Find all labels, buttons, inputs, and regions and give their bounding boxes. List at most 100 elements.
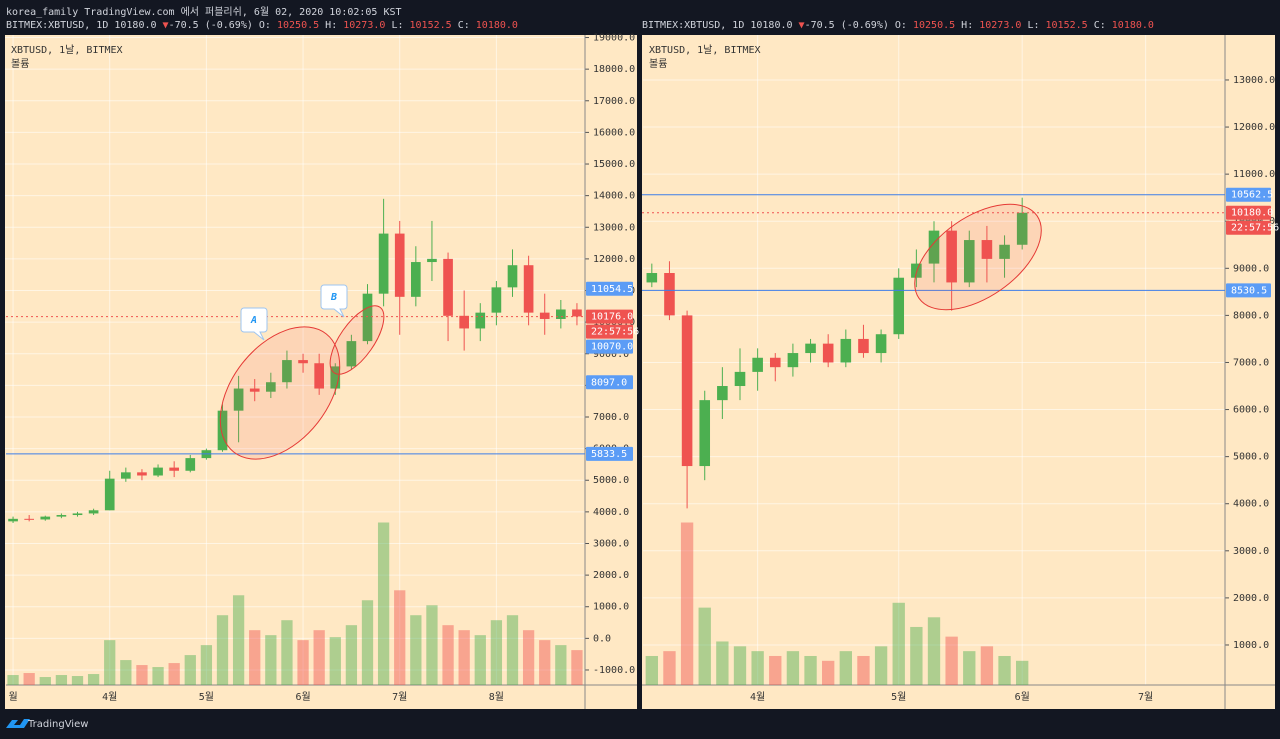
candle-body	[169, 467, 179, 471]
ohlc-value: 10152.5	[1046, 20, 1088, 31]
ohlc-value: 10273.0	[343, 20, 385, 31]
candle-body	[475, 312, 486, 329]
volume-bar	[87, 674, 100, 685]
countdown-tag	[586, 324, 633, 339]
y-tick-label: 15000.0	[593, 159, 635, 170]
candle-body	[394, 233, 405, 297]
ohlc-label: C:	[1094, 20, 1106, 31]
y-tick-label: 3000.0	[1233, 546, 1269, 557]
candle-body	[963, 240, 975, 283]
volume-bar	[680, 522, 694, 685]
ohlc-label: O:	[259, 20, 271, 31]
candle-body	[217, 410, 228, 451]
x-tick-label: 6월	[1015, 691, 1030, 703]
ohlc-label: O:	[895, 20, 907, 31]
chart-subtitle: 볼륨	[649, 58, 667, 70]
volume-bar	[804, 655, 817, 685]
volume-bar	[539, 640, 551, 685]
y-tick-label: 13000.0	[1233, 75, 1275, 86]
y-tick-label: 6000.0	[1233, 405, 1269, 416]
price-tag	[586, 281, 633, 296]
volume-bar	[490, 620, 503, 685]
x-tick-label: 4월	[750, 691, 765, 703]
volume-bar	[216, 615, 229, 685]
volume-bar	[733, 646, 747, 685]
y-tick-label: 12000.0	[1233, 122, 1275, 133]
price-tag	[1226, 205, 1271, 220]
symbol-legend: BITMEX:XBTUSD, 1D 10180.0 ▼-70.5 (-0.69%…	[642, 20, 1154, 31]
volume-bar	[927, 617, 941, 685]
ellipse-drawing	[219, 326, 341, 460]
volume-bar	[23, 673, 35, 685]
volume-bar	[645, 655, 658, 685]
volume-bar	[874, 646, 888, 685]
candle-body	[1016, 212, 1028, 245]
ohlc-value: 10250.5	[277, 20, 319, 31]
volume-bar	[152, 667, 164, 685]
y-tick-label: 17000.0	[593, 96, 635, 107]
ohlc-value: 10152.5	[410, 20, 452, 31]
volume-bar	[297, 640, 309, 685]
volume-bar	[458, 630, 470, 685]
volume-bar	[910, 626, 923, 685]
volume-bar	[377, 522, 390, 685]
ohlc-label: L:	[1027, 20, 1039, 31]
price-tag	[586, 309, 633, 324]
price-tag-label: 10562.5	[1231, 190, 1273, 201]
price-tag-label: 8530.5	[1231, 285, 1267, 296]
price-tag	[586, 339, 633, 354]
y-tick-label: 13000.0	[593, 222, 635, 233]
y-tick-label: 7000.0	[1233, 357, 1269, 368]
x-tick-label: 7월	[1138, 691, 1153, 703]
candle-body	[56, 515, 67, 517]
candle-body	[681, 315, 693, 467]
volume-bar	[168, 663, 180, 685]
candle-body	[840, 338, 852, 363]
candle-body	[928, 230, 940, 264]
volume-bar	[506, 615, 519, 685]
candle-body	[911, 263, 922, 278]
volume-bar	[120, 660, 132, 685]
price-tag-label: 10180.0	[1231, 208, 1273, 219]
volume-bar	[786, 651, 800, 685]
volume-bar	[265, 635, 277, 685]
change: -70.5 (-0.69%)	[805, 20, 889, 31]
candle-body	[539, 312, 550, 319]
volume-bar	[200, 645, 213, 685]
volume-bar	[857, 655, 870, 685]
volume-bar	[281, 620, 293, 685]
candle-body	[378, 233, 389, 294]
candle-body	[787, 353, 799, 368]
candle-body	[427, 258, 437, 263]
x-tick-label: 5월	[199, 691, 214, 703]
candle-body	[249, 388, 260, 392]
candle-body	[233, 388, 244, 411]
candle-body	[699, 400, 711, 467]
callout	[240, 307, 268, 341]
logo	[6, 719, 30, 728]
volume-bar	[980, 646, 994, 685]
y-tick-label: 18000.0	[593, 64, 635, 75]
candle-body	[769, 357, 781, 368]
candle-body	[72, 513, 83, 516]
candle-body	[411, 262, 421, 297]
volume-bar	[249, 630, 261, 685]
volume-bar	[442, 625, 454, 685]
candle-body	[185, 458, 196, 471]
ellipse-drawing	[914, 203, 1042, 311]
volume-bar	[410, 615, 422, 685]
candle-body	[362, 293, 373, 342]
candle-body	[507, 265, 518, 288]
candle-body	[266, 382, 276, 392]
x-tick-label: 월	[8, 691, 17, 703]
y-tick-label: 0.0	[593, 633, 611, 644]
countdown-label: 22:57:56	[591, 327, 639, 338]
price-tag-label: 10176.0	[591, 312, 633, 323]
down-arrow: ▼	[799, 20, 805, 31]
chart-title: XBTUSD, 1날, BITMEX	[11, 44, 123, 56]
ohlc-value: 10180.0	[1112, 20, 1154, 31]
down-arrow: ▼	[163, 20, 169, 31]
price-tag-label: 5833.5	[591, 449, 627, 460]
y-tick-label: 8000.0	[1233, 310, 1269, 321]
